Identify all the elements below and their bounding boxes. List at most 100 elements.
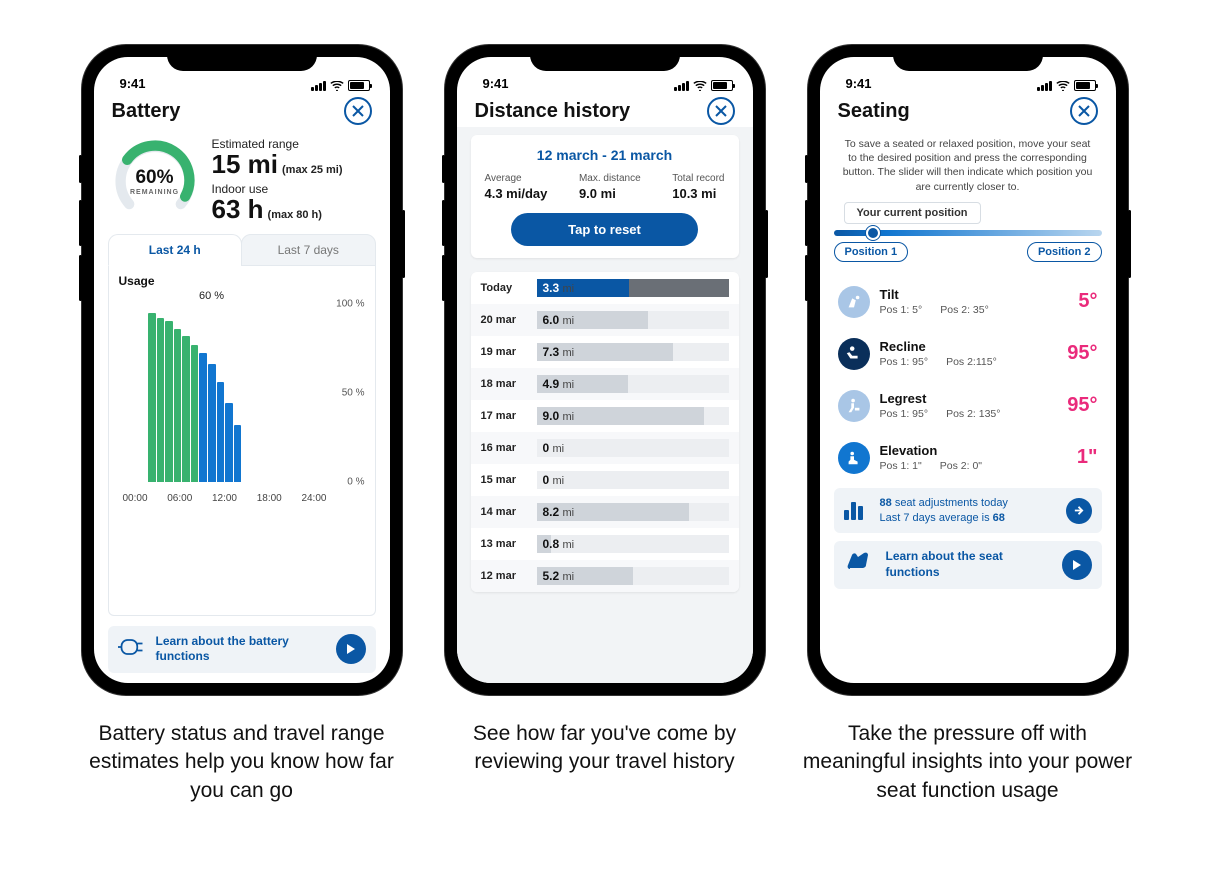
total-value: 10.3 mi <box>672 186 724 201</box>
signal-icon <box>674 81 689 91</box>
distance-date-range: 12 march - 21 march <box>485 147 725 163</box>
screen-title: Distance history <box>475 100 631 123</box>
wifi-icon <box>693 81 707 91</box>
close-icon <box>715 105 727 117</box>
distance-row-value: 0.8 mi <box>543 537 575 551</box>
seat-row-legrest: LegrestPos 1: 95°Pos 2: 135°95° <box>834 380 1102 432</box>
recline-icon <box>838 338 870 370</box>
distance-row-bar: 9.0 mi <box>537 407 729 425</box>
distance-row-value: 9.0 mi <box>543 409 575 423</box>
distance-row: 18 mar4.9 mi <box>471 368 739 400</box>
close-button[interactable] <box>1070 97 1098 125</box>
distance-row-value: 8.2 mi <box>543 505 575 519</box>
elevation-icon <box>838 442 870 474</box>
y-axis-label: 100 % <box>336 298 364 309</box>
tab-last-24h[interactable]: Last 24 h <box>108 234 243 266</box>
status-time: 9:41 <box>846 76 872 91</box>
close-button[interactable] <box>344 97 372 125</box>
max-label: Max. distance <box>579 173 641 184</box>
learn-seat-row[interactable]: Learn about the seat functions <box>834 541 1102 588</box>
plug-icon <box>118 636 146 663</box>
x-axis-label: 00:00 <box>123 493 148 504</box>
distance-row-bar: 4.9 mi <box>537 375 729 393</box>
usage-label: Usage <box>119 274 365 288</box>
bar-chart-icon <box>844 502 870 520</box>
caption-seating: Take the pressure off with meaningful in… <box>798 720 1138 805</box>
y-axis-label: 50 % <box>342 387 365 398</box>
status-bar: 9:41 <box>457 57 753 93</box>
play-icon <box>1071 559 1083 571</box>
distance-row-bar: 5.2 mi <box>537 567 729 585</box>
battery-icon <box>348 80 370 91</box>
usage-bar <box>182 336 190 482</box>
slider-thumb[interactable] <box>866 226 880 240</box>
x-axis-label: 18:00 <box>257 493 282 504</box>
distance-row: 19 mar7.3 mi <box>471 336 739 368</box>
distance-row: 15 mar 0 mi <box>471 464 739 496</box>
screen-title: Battery <box>112 100 181 123</box>
max-value: 9.0 mi <box>579 186 641 201</box>
usage-bar <box>234 425 242 482</box>
distance-row-date: 16 mar <box>481 442 529 454</box>
arrow-button[interactable] <box>1066 498 1092 524</box>
distance-list: Today3.3 mi20 mar6.0 mi19 mar7.3 mi18 ma… <box>471 272 739 592</box>
phone-mockup-distance: 9:41 Distance history 12 march - 21 marc… <box>445 45 765 695</box>
screen-title: Seating <box>838 100 910 123</box>
indoor-use-max: (max 80 h) <box>268 209 322 221</box>
adjustments-text: 88 seat adjustments today Last 7 days av… <box>880 496 1056 526</box>
learn-battery-row[interactable]: Learn about the battery functions <box>108 626 376 673</box>
estimated-range-max: (max 25 mi) <box>282 164 343 176</box>
current-position-pill: Your current position <box>844 202 981 224</box>
signal-icon <box>1037 81 1052 91</box>
distance-row: Today 3.3 mi <box>471 272 739 304</box>
battery-icon <box>1074 80 1096 91</box>
arrow-right-icon <box>1073 505 1084 516</box>
usage-bar <box>157 318 165 482</box>
distance-row: 16 mar0 mi <box>471 432 739 464</box>
close-icon <box>352 105 364 117</box>
seat-position-slider[interactable] <box>834 230 1102 236</box>
distance-row-date: Today <box>481 282 529 294</box>
position-1-chip[interactable]: Position 1 <box>834 242 909 262</box>
distance-row-bar: 0 mi <box>537 471 729 489</box>
learn-seat-text: Learn about the seat functions <box>886 549 1052 580</box>
distance-row-value: 3.3 mi <box>543 281 575 295</box>
chart-marker: 60 % <box>199 290 224 302</box>
seat-row-value: 95° <box>1067 342 1097 365</box>
status-bar: 9:41 <box>94 57 390 93</box>
learn-battery-text: Learn about the battery functions <box>156 634 326 665</box>
seat-row-value: 95° <box>1067 394 1097 417</box>
indoor-use-value: 63 h <box>212 194 264 224</box>
distance-row-value: 0 mi <box>543 473 565 487</box>
wifi-icon <box>1056 81 1070 91</box>
usage-bar <box>191 345 199 482</box>
position-2-chip[interactable]: Position 2 <box>1027 242 1102 262</box>
avg-label: Average <box>485 173 548 184</box>
distance-row-date: 13 mar <box>481 538 529 550</box>
legrest-icon <box>838 390 870 422</box>
seat-row-positions: Pos 1: 95°Pos 2: 135° <box>880 408 1068 420</box>
seat-row-positions: Pos 1: 5°Pos 2: 35° <box>880 304 1079 316</box>
play-button[interactable] <box>1062 550 1092 580</box>
tab-last-7-days[interactable]: Last 7 days <box>241 234 376 266</box>
gauge-percent: 60% <box>108 167 202 189</box>
usage-bar <box>225 403 233 481</box>
distance-row-date: 12 mar <box>481 570 529 582</box>
adjustments-row[interactable]: 88 seat adjustments today Last 7 days av… <box>834 488 1102 534</box>
distance-row-value: 5.2 mi <box>543 569 575 583</box>
total-label: Total record <box>672 173 724 184</box>
x-axis-label: 24:00 <box>301 493 326 504</box>
close-button[interactable] <box>707 97 735 125</box>
status-time: 9:41 <box>483 76 509 91</box>
seat-row-positions: Pos 1: 1"Pos 2: 0" <box>880 460 1077 472</box>
caption-distance: See how far you've come by reviewing you… <box>435 720 775 777</box>
reset-button[interactable]: Tap to reset <box>511 213 698 246</box>
phone-mockup-seating: 9:41 Seating To save a seated or relaxed… <box>808 45 1128 695</box>
distance-row-date: 15 mar <box>481 474 529 486</box>
play-button[interactable] <box>336 634 366 664</box>
status-time: 9:41 <box>120 76 146 91</box>
seat-row-recline: ReclinePos 1: 95°Pos 2:115°95° <box>834 328 1102 380</box>
play-icon <box>345 643 357 655</box>
usage-bar <box>148 313 156 482</box>
distance-row-date: 17 mar <box>481 410 529 422</box>
